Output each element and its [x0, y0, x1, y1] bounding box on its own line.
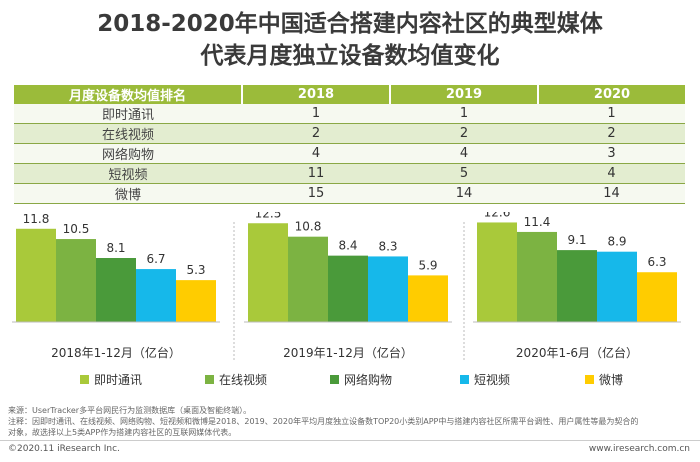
rank-cell: 14 — [390, 183, 538, 204]
data-label: 11.4 — [524, 215, 551, 229]
row-name: 网络购物 — [14, 143, 242, 164]
table-row: 即时通讯 1 1 1 — [14, 104, 685, 124]
legend-swatch-1 — [80, 375, 89, 384]
data-label: 8.1 — [106, 241, 125, 255]
rank-cell: 1 — [538, 104, 685, 124]
data-label: 11.8 — [23, 212, 50, 226]
ranking-table-header: 月度设备数均值排名 2018 2019 2020 — [14, 85, 685, 104]
header-rank-label: 月度设备数均值排名 — [14, 85, 242, 104]
legend-label-5: 微博 — [599, 372, 623, 387]
bar-4-group-2 — [368, 256, 408, 322]
category-label: 2019年1-12月（亿台） — [283, 345, 413, 360]
row-name: 微博 — [14, 183, 242, 204]
bar-1-group-1 — [16, 228, 56, 322]
data-label: 5.3 — [186, 263, 205, 277]
row-name: 短视频 — [14, 163, 242, 184]
legend-swatch-3 — [330, 375, 339, 384]
legend-swatch-5 — [585, 375, 594, 384]
data-label: 8.9 — [607, 235, 626, 249]
legend-label-1: 即时通讯 — [94, 373, 142, 387]
rank-cell: 4 — [242, 143, 390, 164]
legend-label-4: 短视频 — [474, 372, 510, 387]
legend-label-2: 在线视频 — [219, 372, 267, 387]
legend-swatch-2 — [205, 375, 214, 384]
bar-2-group-1 — [56, 239, 96, 322]
rank-cell: 4 — [538, 163, 685, 184]
rank-cell: 15 — [242, 183, 390, 204]
rank-cell: 1 — [390, 104, 538, 124]
data-label: 8.3 — [378, 239, 397, 253]
rank-cell: 4 — [390, 143, 538, 164]
data-label: 6.3 — [647, 255, 666, 269]
bar-5-group-3 — [637, 272, 677, 322]
row-name: 在线视频 — [14, 123, 242, 144]
rank-cell: 2 — [390, 123, 538, 144]
rank-cell: 2 — [538, 123, 685, 144]
source-note: 来源：UserTracker多平台网民行为监测数据库（桌面及智能终端）。 — [8, 406, 252, 415]
bar-2-group-3 — [517, 231, 557, 322]
annotation-line-2: 对象，故选择以上5类APP作为搭建内容社区的互联网媒体代表。 — [8, 428, 237, 437]
header-2018: 2018 — [241, 85, 390, 104]
category-label: 2020年1-6月（亿台） — [516, 345, 638, 360]
table-row: 网络购物 4 4 3 — [14, 143, 685, 164]
row-name: 即时通讯 — [14, 104, 242, 124]
category-label: 2018年1-12月（亿台） — [51, 345, 181, 360]
bar-2-group-2 — [288, 236, 328, 322]
data-label: 5.9 — [418, 258, 437, 272]
table-row: 微博 15 14 14 — [14, 183, 685, 204]
ranking-table: 月度设备数均值排名 2018 2019 2020 即时通讯 1 1 1 在线视频… — [14, 85, 685, 204]
data-label: 10.5 — [63, 222, 90, 236]
data-label: 10.8 — [295, 220, 322, 234]
legend-label-3: 网络购物 — [344, 372, 392, 387]
data-label: 9.1 — [567, 233, 586, 247]
rank-cell: 11 — [242, 163, 390, 184]
copyright: ©2020.11 iResearch Inc. — [8, 444, 120, 454]
annotation-line-1: 注释：因即时通讯、在线视频、网络购物、短视频和微博是2018、2019、2020… — [8, 417, 639, 426]
footer-divider — [0, 440, 700, 441]
rank-cell: 14 — [538, 183, 685, 204]
data-label: 6.7 — [146, 252, 165, 266]
table-row: 短视频 11 5 4 — [14, 163, 685, 184]
bar-1-group-3 — [477, 222, 517, 322]
rank-cell: 1 — [242, 104, 390, 124]
data-label: 12.5 — [255, 212, 282, 220]
rank-cell: 3 — [538, 143, 685, 164]
table-row: 在线视频 2 2 2 — [14, 123, 685, 144]
data-label: 8.4 — [338, 239, 357, 253]
legend-swatch-4 — [460, 375, 469, 384]
rank-cell: 2 — [242, 123, 390, 144]
rank-cell: 5 — [390, 163, 538, 184]
bar-3-group-1 — [96, 258, 136, 322]
header-2020: 2020 — [537, 85, 685, 104]
website-url: www.iresearch.com.cn — [588, 444, 690, 454]
bar-chart: 11.8 10.5 8.1 6.7 5.3 2018年1-12月（亿台） 12.5 10.8 8… — [12, 212, 681, 387]
bar-4-group-1 — [136, 269, 176, 322]
bar-5-group-2 — [408, 275, 448, 322]
bar-3-group-2 — [328, 255, 368, 322]
header-2019: 2019 — [389, 85, 538, 104]
bar-1-group-2 — [248, 223, 288, 322]
chart-title-line-1: 2018-2020年中国适合搭建内容社区的典型媒体 — [97, 11, 603, 37]
bar-5-group-1 — [176, 280, 216, 322]
bar-4-group-3 — [597, 251, 637, 322]
bar-3-group-3 — [557, 250, 597, 322]
chart-title-line-2: 代表月度独立设备数均值变化 — [200, 43, 500, 69]
data-label: 12.6 — [484, 212, 511, 219]
